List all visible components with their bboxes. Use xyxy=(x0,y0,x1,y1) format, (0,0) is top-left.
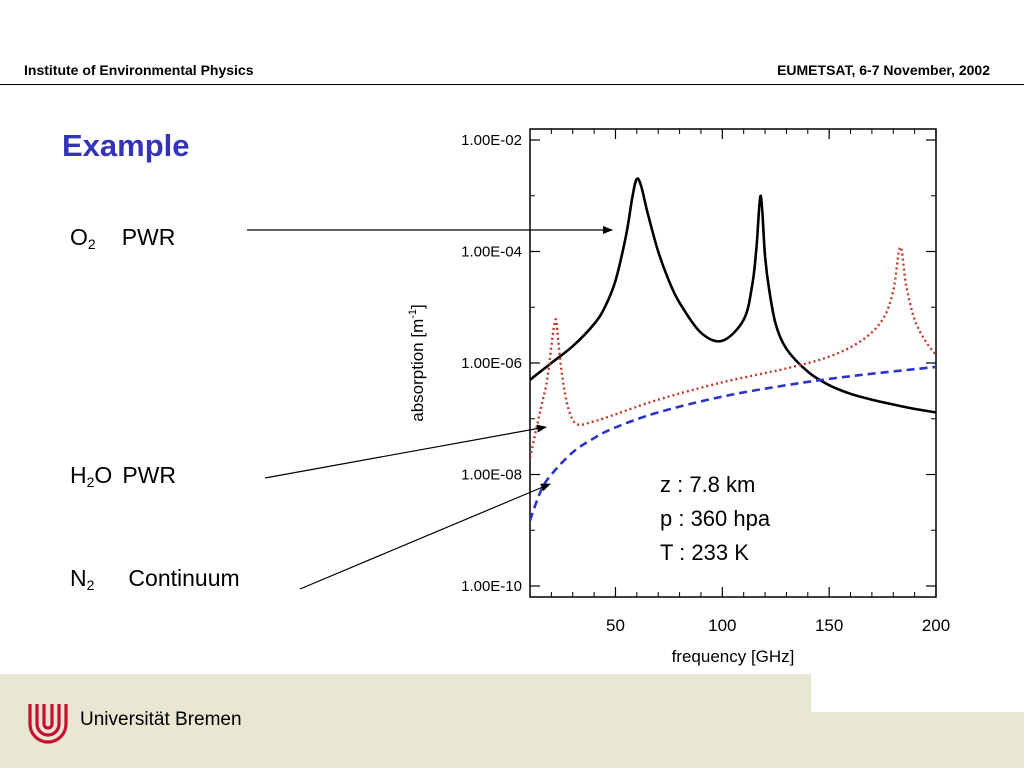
x-tick-label: 150 xyxy=(815,616,843,635)
label-h2o-text: PWR xyxy=(122,462,176,488)
header-institute: Institute of Environmental Physics xyxy=(24,62,254,78)
university-logo-icon xyxy=(28,704,68,744)
label-n2-text: Continuum xyxy=(128,565,240,591)
x-tick-label: 50 xyxy=(606,616,625,635)
y-tick-label: 1.00E-08 xyxy=(461,467,522,484)
x-tick-label: 100 xyxy=(708,616,736,635)
arrow-n2 xyxy=(299,483,551,590)
y-tick-label: 1.00E-10 xyxy=(461,578,522,595)
x-tick-label: 200 xyxy=(922,616,950,635)
label-h2o-sub: 2 xyxy=(86,474,95,490)
slide-title: Example xyxy=(62,128,190,163)
x-axis-label: frequency [GHz] xyxy=(672,647,795,666)
y-axis-label: absorption [m-1] xyxy=(407,304,427,422)
label-h2o: H2O PWR xyxy=(70,462,176,489)
chart-plot-group: 1.00E-02 1.00E-04 1.00E-06 1.00E-08 1.00E-10… xyxy=(407,128,950,666)
label-h2o-pre: H xyxy=(70,462,87,488)
label-h2o-post: O xyxy=(94,462,113,488)
university-name: Universität Bremen xyxy=(80,709,242,730)
series-line-o2 xyxy=(530,177,936,414)
header-event: EUMETSAT, 6-7 November, 2002 xyxy=(777,62,990,78)
label-n2: N2 Continuum xyxy=(70,565,240,592)
label-o2-main: O xyxy=(70,224,88,250)
label-o2: O2 PWR xyxy=(70,224,175,251)
label-n2-sub: 2 xyxy=(86,577,95,593)
y-tick-label: 1.00E-04 xyxy=(461,244,522,261)
series-line-n2 xyxy=(530,365,936,521)
label-o2-sub: 2 xyxy=(87,236,96,252)
y-tick-label: 1.00E-02 xyxy=(461,132,522,149)
annotation-altitude: z : 7.8 km xyxy=(660,472,756,497)
label-o2-text: PWR xyxy=(121,224,176,250)
y-tick-label: 1.00E-06 xyxy=(461,355,522,372)
arrow-h2o xyxy=(264,424,547,479)
annotation-temperature: T : 233 K xyxy=(660,540,749,565)
footer-white-block xyxy=(811,674,1024,712)
label-n2-main: N xyxy=(70,565,87,591)
series-line-h2o xyxy=(530,245,936,458)
header-divider xyxy=(0,84,1024,85)
annotation-pressure: p : 360 hpa xyxy=(660,506,771,531)
